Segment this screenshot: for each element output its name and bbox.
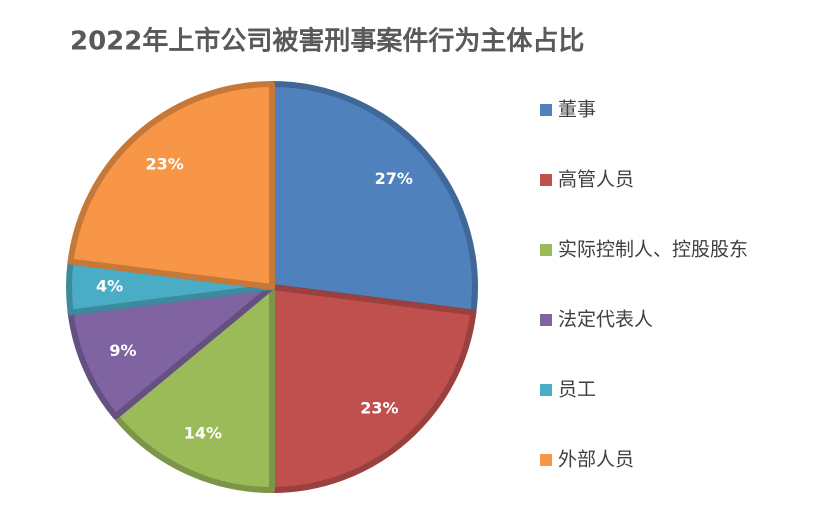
legend-label: 法定代表人 (558, 309, 653, 331)
data-label: 23% (360, 398, 398, 417)
legend-swatch (540, 104, 552, 116)
data-label: 14% (184, 423, 222, 442)
legend-swatch (540, 454, 552, 466)
pie-slice (67, 81, 275, 290)
legend-swatch (540, 244, 552, 256)
data-label: 27% (375, 169, 413, 188)
legend-swatch (540, 384, 552, 396)
data-label: 9% (109, 341, 136, 360)
pie-slice (112, 284, 275, 493)
pie-slice (269, 81, 478, 316)
legend-swatch (540, 174, 552, 186)
legend-label: 员工 (558, 379, 596, 401)
data-label: 23% (145, 155, 183, 174)
pie-slice (67, 284, 275, 420)
legend-swatch (540, 314, 552, 326)
pie-slice (269, 284, 477, 493)
legend-label: 外部人员 (558, 449, 634, 471)
legend-label: 高管人员 (558, 169, 634, 191)
chart-title: 2022年上市公司被害刑事案件行为主体占比 (70, 26, 584, 57)
legend-label: 实际控制人、控股股东 (558, 239, 748, 261)
legend-label: 董事 (558, 99, 596, 121)
data-label: 4% (96, 277, 123, 296)
